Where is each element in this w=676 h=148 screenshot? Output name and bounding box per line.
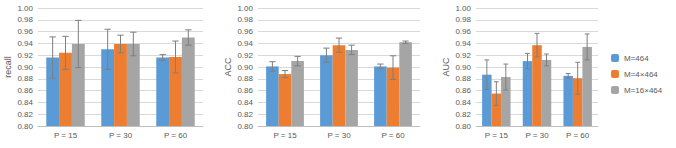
svg-text:0.98: 0.98 — [455, 15, 471, 24]
svg-text:0.80: 0.80 — [455, 122, 471, 131]
svg-text:0.84: 0.84 — [455, 98, 471, 107]
svg-text:M=464: M=464 — [624, 54, 649, 63]
svg-text:0.80: 0.80 — [237, 122, 253, 131]
svg-text:0.90: 0.90 — [455, 63, 471, 72]
svg-text:1.00: 1.00 — [237, 4, 253, 13]
svg-text:P = 15: P = 15 — [273, 131, 297, 140]
svg-text:0.88: 0.88 — [17, 74, 33, 83]
svg-text:recall: recall — [3, 56, 13, 78]
svg-text:P = 30: P = 30 — [109, 131, 133, 140]
svg-text:0.80: 0.80 — [17, 122, 33, 131]
svg-text:0.96: 0.96 — [455, 27, 471, 36]
svg-text:0.94: 0.94 — [237, 39, 253, 48]
svg-text:0.86: 0.86 — [17, 86, 33, 95]
svg-text:0.96: 0.96 — [17, 27, 33, 36]
svg-text:P = 15: P = 15 — [485, 131, 509, 140]
svg-text:1.00: 1.00 — [17, 4, 33, 13]
svg-text:P = 30: P = 30 — [327, 131, 351, 140]
svg-text:0.92: 0.92 — [237, 51, 253, 60]
svg-text:ACC: ACC — [223, 57, 233, 77]
svg-text:P = 15: P = 15 — [54, 131, 78, 140]
svg-text:0.88: 0.88 — [237, 74, 253, 83]
svg-text:0.94: 0.94 — [17, 39, 33, 48]
svg-text:P = 60: P = 60 — [566, 131, 590, 140]
svg-text:0.86: 0.86 — [237, 86, 253, 95]
svg-text:1.00: 1.00 — [455, 4, 471, 13]
svg-text:0.96: 0.96 — [237, 27, 253, 36]
svg-text:0.92: 0.92 — [17, 51, 33, 60]
svg-text:0.88: 0.88 — [455, 74, 471, 83]
svg-text:P = 60: P = 60 — [164, 131, 188, 140]
svg-text:0.98: 0.98 — [17, 15, 33, 24]
svg-text:AUC: AUC — [441, 57, 451, 77]
svg-text:0.90: 0.90 — [237, 63, 253, 72]
svg-text:0.84: 0.84 — [237, 98, 253, 107]
svg-text:0.84: 0.84 — [17, 98, 33, 107]
svg-text:P = 60: P = 60 — [381, 131, 405, 140]
svg-text:M=16×464: M=16×464 — [624, 86, 663, 95]
svg-text:P = 30: P = 30 — [525, 131, 549, 140]
svg-text:0.92: 0.92 — [455, 51, 471, 60]
svg-text:0.86: 0.86 — [455, 86, 471, 95]
svg-text:0.98: 0.98 — [237, 15, 253, 24]
svg-text:0.90: 0.90 — [17, 63, 33, 72]
svg-text:0.82: 0.82 — [237, 110, 253, 119]
svg-text:0.82: 0.82 — [17, 110, 33, 119]
svg-text:M=4×464: M=4×464 — [624, 70, 658, 79]
svg-text:0.94: 0.94 — [455, 39, 471, 48]
svg-text:0.82: 0.82 — [455, 110, 471, 119]
